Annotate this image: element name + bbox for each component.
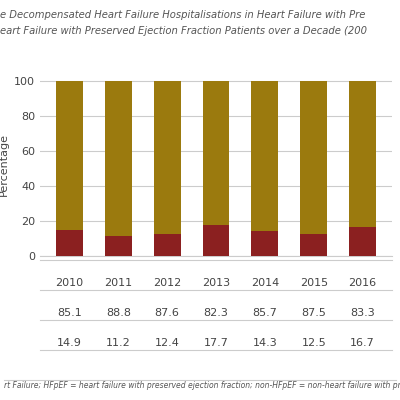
Text: 16.7: 16.7 (350, 338, 375, 348)
Bar (349, 227, 376, 256)
Bar (154, 81, 180, 234)
Y-axis label: Percentage: Percentage (0, 132, 8, 196)
Text: 85.7: 85.7 (252, 308, 277, 318)
Bar (154, 234, 180, 256)
Text: 11.2: 11.2 (106, 338, 131, 348)
Bar (349, 81, 376, 227)
Text: 2016: 2016 (348, 278, 377, 288)
Bar (252, 81, 278, 231)
Text: 87.6: 87.6 (155, 308, 180, 318)
Bar (56, 81, 83, 230)
Text: rt Failure; HFpEF = heart failure with preserved ejection fraction; non-HFpEF = : rt Failure; HFpEF = heart failure with p… (4, 381, 400, 390)
Text: 2014: 2014 (251, 278, 279, 288)
Bar (300, 81, 327, 234)
Text: 14.3: 14.3 (252, 338, 277, 348)
Text: 88.8: 88.8 (106, 308, 131, 318)
Bar (105, 81, 132, 236)
Text: 2013: 2013 (202, 278, 230, 288)
Text: 82.3: 82.3 (204, 308, 228, 318)
Text: e Decompensated Heart Failure Hospitalisations in Heart Failure with Pre: e Decompensated Heart Failure Hospitalis… (0, 10, 365, 20)
Text: 87.5: 87.5 (301, 308, 326, 318)
Text: 14.9: 14.9 (57, 338, 82, 348)
Text: 12.4: 12.4 (155, 338, 180, 348)
Bar (202, 225, 230, 256)
Text: 85.1: 85.1 (57, 308, 82, 318)
Text: eart Failure with Preserved Ejection Fraction Patients over a Decade (200: eart Failure with Preserved Ejection Fra… (0, 26, 367, 36)
Bar (300, 234, 327, 256)
Text: 83.3: 83.3 (350, 308, 375, 318)
Bar (56, 230, 83, 256)
Text: 12.5: 12.5 (301, 338, 326, 348)
Bar (202, 81, 230, 225)
Text: 17.7: 17.7 (204, 338, 228, 348)
Text: 2012: 2012 (153, 278, 181, 288)
Text: 2011: 2011 (104, 278, 132, 288)
Bar (105, 236, 132, 256)
Bar (252, 231, 278, 256)
Text: 2010: 2010 (55, 278, 84, 288)
Text: 2015: 2015 (300, 278, 328, 288)
